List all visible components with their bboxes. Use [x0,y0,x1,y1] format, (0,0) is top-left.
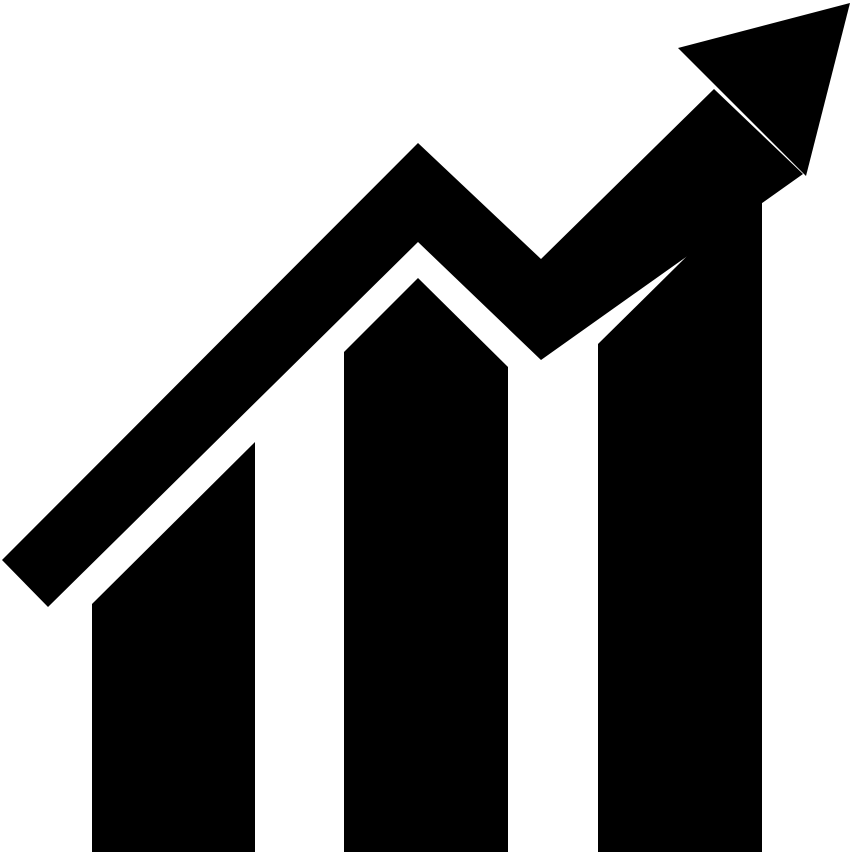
bar-right-icon [598,182,762,852]
arrow-head-icon [678,3,850,176]
trend-line-icon [2,89,803,607]
bar-left-icon [92,442,255,852]
bar-middle-icon [344,278,508,852]
